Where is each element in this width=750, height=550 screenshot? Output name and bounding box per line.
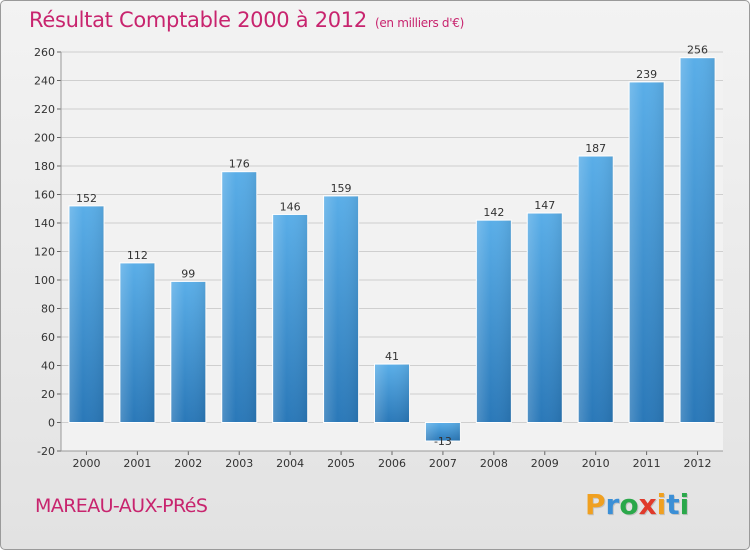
data-label: 146 <box>280 200 301 213</box>
x-tick-label: 2000 <box>72 457 100 470</box>
y-tick-label: 60 <box>41 331 55 344</box>
x-tick-label: 2009 <box>531 457 559 470</box>
data-label: 152 <box>76 192 97 205</box>
x-tick-label: 2008 <box>480 457 508 470</box>
data-label: 176 <box>229 158 250 171</box>
x-tick-label: 2005 <box>327 457 355 470</box>
y-tick-label: 20 <box>41 388 55 401</box>
data-label: -13 <box>434 435 452 448</box>
y-tick-label: 40 <box>41 360 55 373</box>
data-label: 256 <box>687 44 708 57</box>
data-label: 112 <box>127 249 148 262</box>
x-tick-label: 2002 <box>174 457 202 470</box>
y-tick-label: 0 <box>48 417 55 430</box>
data-label: 187 <box>585 142 606 155</box>
x-tick-label: 2006 <box>378 457 406 470</box>
bar-shade <box>578 156 614 423</box>
x-tick-label: 2012 <box>684 457 712 470</box>
x-tick-label: 2011 <box>633 457 661 470</box>
bar-shade <box>629 81 665 423</box>
data-label: 239 <box>636 68 657 81</box>
data-label: 142 <box>483 206 504 219</box>
y-tick-label: 200 <box>34 132 55 145</box>
bar-shade <box>170 281 206 423</box>
commune-name: MAREAU-AUX-PRéS <box>35 495 208 517</box>
y-tick-label: 120 <box>34 246 55 259</box>
y-tick-label: 180 <box>34 160 55 173</box>
data-label: 147 <box>534 199 555 212</box>
data-label: 99 <box>181 267 195 280</box>
y-tick-label: 160 <box>34 189 55 202</box>
x-tick-label: 2001 <box>123 457 151 470</box>
bar-shade <box>272 214 308 423</box>
bar-shade <box>323 195 359 423</box>
y-tick-label: 140 <box>34 217 55 230</box>
bar-shade <box>374 364 410 423</box>
bar-shade <box>527 213 563 423</box>
bar-shade <box>221 171 257 423</box>
y-tick-label: 100 <box>34 274 55 287</box>
y-tick-label: 80 <box>41 303 55 316</box>
x-tick-label: 2010 <box>582 457 610 470</box>
bar-shade <box>119 262 155 423</box>
data-label: 41 <box>385 350 399 363</box>
y-tick-label: 260 <box>34 46 55 59</box>
x-tick-label: 2004 <box>276 457 304 470</box>
x-tick-label: 2007 <box>429 457 457 470</box>
bar-shade <box>425 422 461 442</box>
bar-shade <box>680 57 716 423</box>
bar-shade <box>476 220 512 423</box>
proxiti-logo: Proxiti <box>585 488 690 521</box>
y-tick-label: 220 <box>34 103 55 116</box>
x-tick-label: 2003 <box>225 457 253 470</box>
chart-title-text: Résultat Comptable 2000 à 2012 <box>29 8 367 32</box>
chart-title: Résultat Comptable 2000 à 2012 (en millie… <box>29 8 464 32</box>
bar-shade <box>68 205 104 423</box>
y-tick-label: -20 <box>37 445 55 458</box>
chart-subtitle: (en milliers d'€) <box>374 16 464 30</box>
y-tick-label: 240 <box>34 75 55 88</box>
data-label: 159 <box>331 182 352 195</box>
